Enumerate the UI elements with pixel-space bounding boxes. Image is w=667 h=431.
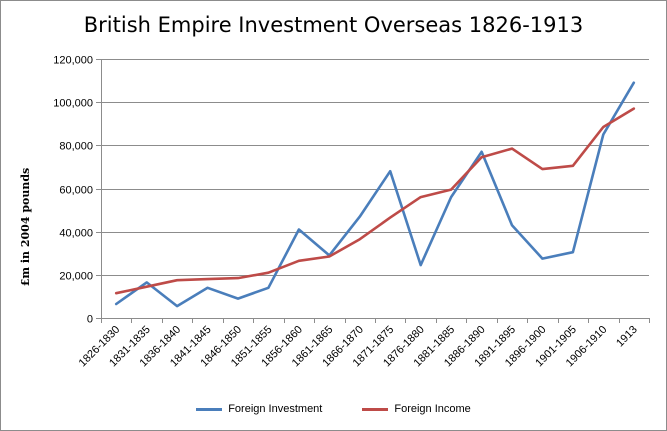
y-tick-label: 120,000 <box>53 55 93 67</box>
y-tick-label: 0 <box>87 314 93 326</box>
legend-item-foreign-income: Foreign Income <box>362 403 471 415</box>
legend-swatch-foreign-investment <box>196 407 223 411</box>
x-tick-label: 1913 <box>614 324 640 350</box>
series-line-foreign-income <box>114 107 636 295</box>
legend-item-foreign-investment: Foreign Investment <box>196 403 322 415</box>
legend-swatch-foreign-income <box>362 407 389 411</box>
y-tick-label: 100,000 <box>53 98 93 110</box>
series-line-foreign-investment <box>114 81 636 308</box>
plot-area: 0 20,000 40,000 60,000 80,000 100,000 120,000 1… <box>53 55 650 369</box>
y-tick-label: 40,000 <box>59 228 93 240</box>
legend-label-foreign-income: Foreign Income <box>394 403 471 415</box>
chart-title: British Empire Investment Overseas 1826-… <box>83 13 584 37</box>
y-tick-label: 60,000 <box>59 185 93 197</box>
y-tick-label: 80,000 <box>59 141 93 153</box>
legend-label-foreign-investment: Foreign Investment <box>228 403 323 415</box>
y-tick-label: 20,000 <box>59 271 93 283</box>
legend: Foreign Investment Foreign Income <box>1 403 666 415</box>
